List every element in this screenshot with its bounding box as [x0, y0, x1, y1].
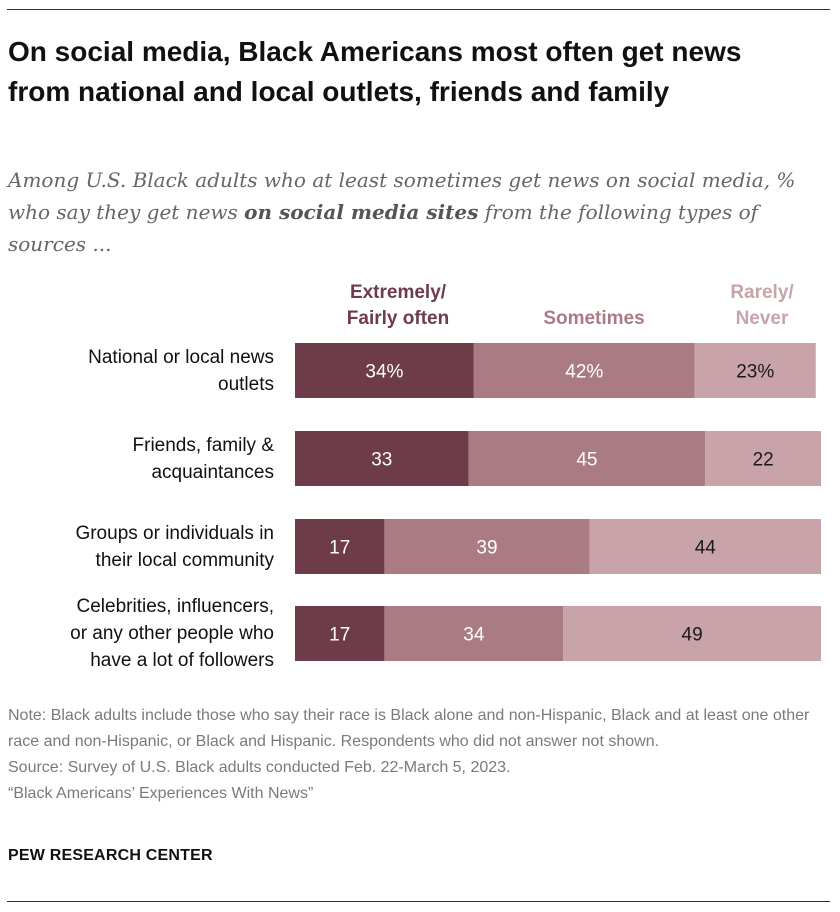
subtitle-text-end: from the following types of sources ...: [8, 200, 759, 256]
legend-label: Sometimes: [543, 308, 645, 329]
category-label-line: outlets: [218, 373, 274, 395]
bar-segment: [563, 606, 821, 661]
note-text: Note: Black adults include those who say…: [8, 707, 810, 750]
legend-label-line-2: Fairly often: [346, 308, 450, 329]
top-rule: [7, 9, 830, 10]
stacked-bar-chart: 34% 42% 23% 33 45 22 17 39 44 17 34 49: [295, 343, 821, 661]
category-label-line: Friends, family &: [132, 434, 274, 456]
category-label: Groups or individuals in their local comm…: [75, 520, 274, 574]
legend-label-line-1: Extremely/: [349, 282, 447, 303]
data-label: 23%: [736, 362, 774, 383]
bar-segment: [295, 431, 469, 486]
subtitle-emphasis: on social media sites: [244, 200, 479, 224]
data-label: 34: [463, 625, 485, 646]
category-label: Friends, family & acquaintances: [133, 432, 274, 486]
bar-segment: [384, 519, 590, 574]
notes-block: Note: Black adults include those who say…: [8, 703, 828, 807]
legend-sometimes: Sometimes: [514, 306, 674, 332]
bar-segment: [295, 519, 385, 574]
category-label-line: Celebrities, influencers,: [76, 596, 274, 617]
category-label-line: have a lot of followers: [90, 650, 274, 671]
subtitle-text-start: Among U.S. Black adults who at least som…: [8, 168, 796, 224]
bottom-rule: [7, 901, 830, 902]
legend-rarely-never: Rarely/ Never: [692, 280, 832, 332]
bar-segment: [295, 343, 474, 398]
chart-subtitle: Among U.S. Black adults who at least som…: [8, 164, 828, 260]
data-label: 17: [329, 538, 350, 559]
source-text: Source: Survey of U.S. Black adults cond…: [8, 759, 511, 776]
data-label: 39: [476, 538, 497, 559]
data-label: 45: [576, 450, 597, 471]
category-label: National or local news outlets: [88, 344, 274, 398]
data-label: 33: [371, 450, 392, 471]
category-label-line: or any other people who: [70, 623, 274, 644]
organization-name: PEW RESEARCH CENTER: [8, 847, 213, 864]
legend-label-line-1: Rarely/: [730, 282, 794, 303]
bar-segment: [589, 519, 821, 574]
data-label: 44: [695, 538, 717, 559]
chart-title: On social media, Black Americans most of…: [8, 36, 742, 107]
bar-segment: [384, 606, 564, 661]
legend-label-line-2: Never: [735, 308, 789, 329]
report-title: “Black Americans’ Experiences With News”: [8, 785, 314, 802]
bar-segment: [468, 431, 706, 486]
bar-segment: [705, 431, 821, 486]
bar-segment: [295, 606, 385, 661]
category-label-line: Groups or individuals in: [75, 522, 274, 544]
category-label-line: National or local news: [88, 346, 274, 368]
data-label: 22: [753, 450, 774, 471]
category-label-line: their local community: [95, 549, 274, 571]
category-label: Celebrities, influencers, or any other pe…: [70, 593, 274, 674]
bar-segment: [694, 343, 816, 398]
data-label: 42%: [565, 362, 603, 383]
bar-segment: [473, 343, 695, 398]
legend-extremely-fairly-often: Extremely/ Fairly often: [318, 280, 478, 332]
data-label: 17: [329, 625, 350, 646]
data-label: 34%: [365, 362, 403, 383]
category-label-line: acquaintances: [151, 461, 274, 483]
data-label: 49: [682, 625, 703, 646]
